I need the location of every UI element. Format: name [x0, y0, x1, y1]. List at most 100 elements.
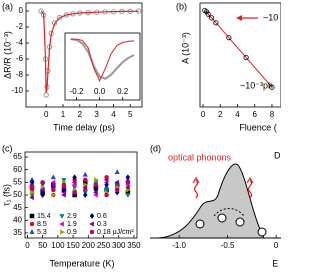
x-tick-label: 4	[235, 110, 240, 119]
legend-label: 0.9	[67, 229, 77, 236]
x-tick-label: 350	[127, 241, 141, 250]
marker	[50, 174, 56, 180]
inset-line	[70, 38, 135, 80]
panel-label: (b)	[176, 1, 187, 11]
phonon-arrow	[247, 179, 253, 199]
x-tick-label: 300	[112, 241, 126, 250]
x-tick-label: 3	[94, 110, 99, 119]
y-tick-label: 35	[13, 228, 22, 237]
inset-frame	[64, 32, 141, 101]
marker	[269, 84, 275, 90]
y-tick-label: 50	[13, 190, 22, 199]
marker	[125, 180, 131, 185]
phonon-arrow	[193, 179, 199, 199]
x-axis-label: E (	[272, 258, 281, 268]
marker	[82, 191, 88, 199]
legend-marker	[89, 212, 95, 220]
y-tick-label: 65	[13, 152, 22, 161]
marker	[92, 189, 98, 196]
legend-label: 0.3	[97, 221, 107, 228]
marker	[243, 54, 249, 61]
marker	[104, 192, 109, 198]
legend-label: 5.3	[37, 229, 47, 236]
marker	[83, 177, 88, 183]
x-axis-label: Time delay (ps)	[53, 122, 115, 132]
marker	[104, 181, 109, 188]
x-tick-label: 250	[97, 241, 111, 250]
x-tick-label: 4	[111, 110, 116, 119]
legend-label: 2.9	[67, 213, 77, 220]
marker	[51, 192, 57, 198]
legend-label: 0.18 μJ/cm²	[97, 229, 134, 236]
x-tick-label: 1	[61, 110, 66, 119]
marker	[38, 8, 44, 14]
marker	[205, 11, 211, 17]
legend-label: 0.6	[97, 213, 107, 220]
legend-marker	[59, 214, 65, 219]
y-axis-label: τ₁ (fs)	[1, 184, 11, 206]
x-tick-label: 0	[201, 110, 206, 119]
x-tick-label: 0	[274, 241, 279, 250]
y-tick-label: -8	[16, 70, 24, 79]
fit-line	[40, 10, 139, 93]
marker	[82, 171, 88, 177]
inset-line	[70, 38, 135, 83]
y-tick-label: 60	[13, 165, 22, 174]
y-tick-label: 0	[19, 6, 24, 15]
y-axis-label: A (10⁻³)	[180, 32, 190, 64]
legend-marker	[59, 221, 64, 227]
x-tick-label: 0	[44, 110, 49, 119]
marker	[82, 184, 88, 191]
panel-label: (c)	[2, 143, 13, 153]
marker	[61, 192, 66, 198]
marker	[114, 179, 120, 185]
marker	[114, 187, 120, 193]
panel-label: (d)	[150, 143, 161, 153]
electron	[195, 219, 205, 229]
marker	[29, 179, 35, 186]
figure: 0 1 2 3 4 50-2-4-6-8-10(a)Time delay (ps)ΔR/R…	[1, 1, 281, 268]
inset-x-tick-label: 0.0	[94, 87, 106, 96]
inset-x-tick-label: -0.2	[70, 87, 84, 96]
marker	[124, 184, 130, 191]
fit-line	[204, 10, 273, 88]
annotation: ~10	[263, 12, 278, 22]
y-tick-label: 40	[13, 215, 22, 224]
x-tick-label: -1.0	[172, 241, 186, 250]
legend-marker	[29, 221, 35, 227]
electron	[235, 217, 245, 227]
marker	[94, 177, 99, 183]
x-tick-label: 150	[66, 241, 80, 250]
x-tick-label: 200	[82, 241, 96, 250]
marker	[71, 179, 77, 185]
marker	[103, 177, 109, 183]
marker	[114, 169, 120, 175]
legend-marker	[29, 229, 35, 234]
y-axis-label: ΔR/R (10⁻³)	[2, 31, 12, 79]
y-tick-label: -6	[16, 54, 24, 63]
plot-frame	[25, 2, 143, 108]
marker	[30, 189, 35, 196]
marker	[29, 185, 35, 190]
x-tick-label: 8	[270, 110, 275, 119]
electron	[217, 213, 227, 223]
marker	[213, 20, 219, 26]
marker	[72, 190, 77, 195]
x-tick-label: 2	[78, 110, 83, 119]
y-tick-label: 45	[13, 203, 22, 212]
x-tick-label: 100	[51, 241, 65, 250]
plot-frame	[199, 2, 281, 108]
x-tick-label: 50	[38, 241, 47, 250]
marker	[40, 191, 45, 199]
legend-label: 1.9	[67, 221, 77, 228]
x-axis-label: Fluence (	[239, 122, 277, 132]
marker	[29, 194, 34, 201]
x-tick-label: -0.5	[221, 241, 235, 250]
y-tick-label: -4	[16, 38, 24, 47]
marker	[125, 174, 131, 181]
legend-marker	[89, 229, 95, 235]
legend-label: 15.4	[37, 213, 51, 220]
marker	[43, 92, 49, 98]
annotation: D	[274, 150, 281, 160]
dashed-arrow	[213, 208, 245, 217]
